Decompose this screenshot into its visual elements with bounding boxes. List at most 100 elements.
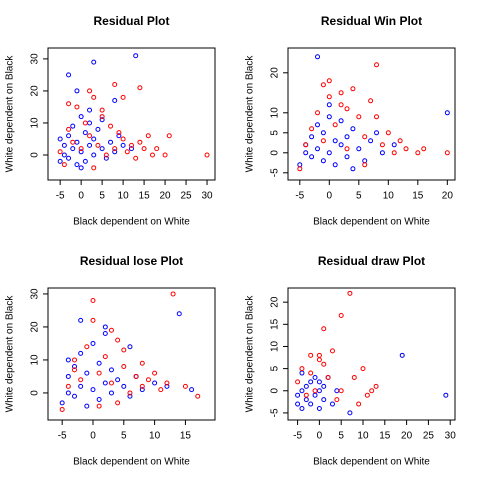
point [121,383,127,389]
point [321,397,327,403]
point [115,400,121,406]
point [108,367,114,373]
point [90,317,96,323]
point [312,388,318,394]
point [152,380,158,386]
point [320,130,326,136]
point [91,59,97,65]
point [78,149,84,155]
point [189,387,195,393]
point [350,86,356,92]
y-axis-label: White dependent on Black [5,295,16,413]
point [108,380,114,386]
point [315,110,321,116]
point [162,152,168,158]
y-tick-label: 15 [270,318,281,330]
point [103,155,109,161]
point [338,142,344,148]
point [91,94,97,100]
point [176,311,182,317]
point [204,152,210,158]
point [74,88,80,94]
point [374,114,380,120]
x-tick-label: 25 [423,431,435,442]
point [385,130,391,136]
point [87,142,93,148]
point [65,373,71,379]
point [303,392,309,398]
point [74,139,80,145]
x-axis-label: Black dependent on White [73,217,190,228]
point [308,379,314,385]
point [78,377,84,383]
point [326,114,332,120]
point [195,393,201,399]
point [137,85,143,91]
point [102,354,108,360]
x-tick-label: 0 [90,431,96,442]
x-tick-label: 15 [139,191,151,202]
x-tick-label: 15 [412,191,424,202]
y-axis-label: White dependent on Black [245,295,256,413]
point [164,383,170,389]
point [303,150,309,156]
point [326,78,332,84]
x-tick-label: -5 [295,191,304,202]
point [329,401,335,407]
point [129,146,134,152]
point [84,344,90,350]
point [78,146,84,152]
point [299,405,305,411]
x-tick-label: -5 [56,191,65,202]
point [82,130,88,136]
x-axis-label: Black dependent on White [73,457,190,468]
chart-title: Residual draw Plot [318,254,425,268]
point [356,146,362,152]
point [103,152,109,158]
point [347,410,353,416]
point [115,377,121,383]
point [329,348,335,354]
y-tick-label: 5 [270,365,281,371]
point [356,401,362,407]
x-tick-label: 0 [317,431,323,442]
point [321,326,327,332]
y-tick-label: 20 [30,85,41,97]
point [170,291,176,297]
point [112,98,118,104]
x-tick-label: 0 [78,191,84,202]
point [91,165,97,171]
point [78,383,84,389]
chart-title: Residual lose Plot [80,254,183,268]
point [303,142,309,148]
x-tick-label: 20 [160,191,172,202]
point [403,146,409,152]
point [295,401,301,407]
point [350,126,356,132]
chart-title: Residual Plot [93,14,169,28]
y-tick-label: 0 [30,152,41,158]
point [87,133,93,139]
x-tick-label: 5 [338,431,344,442]
point [312,374,318,380]
y-tick-label: 0 [30,390,41,396]
point [137,139,143,145]
point [90,298,96,304]
point [391,150,397,156]
point [96,403,102,409]
point [326,102,332,108]
x-tick-label: -5 [293,431,302,442]
point [338,118,344,124]
x-tick-label: 10 [118,191,130,202]
point [87,88,93,94]
point [356,114,362,120]
point [115,337,121,343]
point [303,383,309,389]
point [379,142,385,148]
point [91,152,97,158]
x-tick-label: 10 [383,191,395,202]
point [139,383,145,389]
point [66,155,72,161]
point [362,162,368,168]
